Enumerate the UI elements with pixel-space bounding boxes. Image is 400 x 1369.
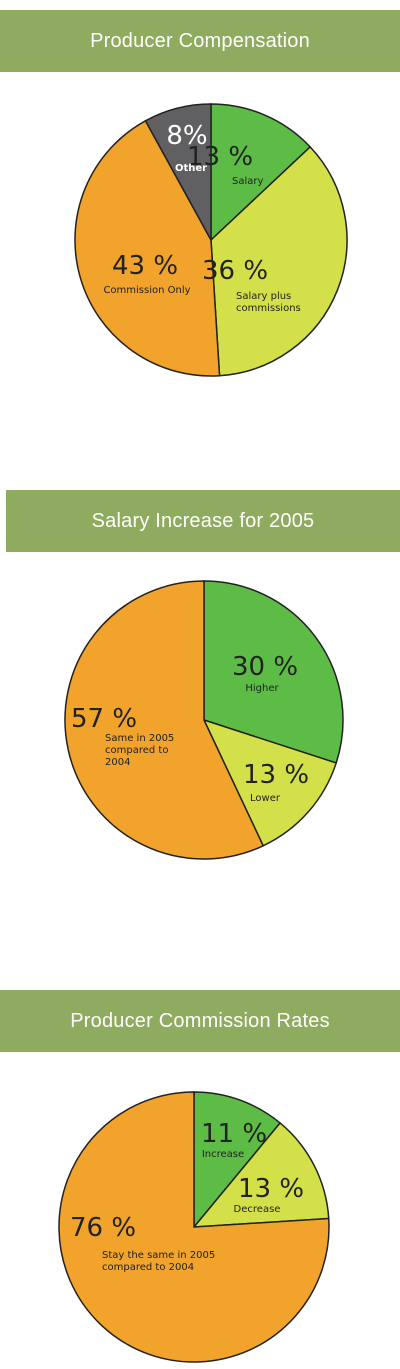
pie-slice-stay-the-same-in-2005-compared-to-2004 bbox=[58, 1091, 330, 1363]
slice-label-decrease: Decrease bbox=[234, 1204, 281, 1215]
slice-label-other: Other bbox=[175, 163, 207, 174]
chart-1-title: Producer Compensation bbox=[0, 10, 400, 72]
slice-percent-stay-the-same-in-2005-compared-to-2004: 76 % bbox=[70, 1213, 136, 1243]
slice-label-salary-plus-commissions: Salary plus commissions bbox=[236, 291, 301, 314]
slice-label-salary: Salary bbox=[232, 176, 263, 187]
slice-percent-higher: 30 % bbox=[232, 652, 298, 682]
slice-percent-other: 8% bbox=[166, 121, 207, 151]
pie-slice-commission-only bbox=[74, 119, 221, 377]
slice-percent-salary-plus-commissions: 36 % bbox=[202, 256, 268, 286]
pie-chart-commission-rates: 11 %Increase 13 %Decrease 76 % Stay the sam… bbox=[58, 1091, 330, 1363]
pie-slice-increase bbox=[193, 1091, 282, 1230]
chart-3-title: Producer Commission Rates bbox=[0, 990, 400, 1052]
slice-label-lower: Lower bbox=[250, 793, 281, 804]
slice-percent-same-in-2005-compared-to-2004: 57 % bbox=[71, 704, 137, 734]
pie-chart-producer-compensation: 13 % Salary 36 % Salary plus commissions 43 %… bbox=[74, 103, 348, 377]
slice-label-commission-only: Commission Only bbox=[103, 285, 190, 296]
slice-percent-commission-only: 43 % bbox=[112, 251, 178, 281]
slice-label-increase: Increase bbox=[202, 1149, 244, 1160]
pie-chart-salary-increase: 30 %Higher 13 % Lower 57 %Same in 2005 compa… bbox=[64, 580, 344, 860]
chart-2-title: Salary Increase for 2005 bbox=[6, 490, 400, 552]
pie-slice-decrease bbox=[192, 1121, 330, 1228]
pie-slice-lower bbox=[202, 718, 338, 847]
pie-slice-same-in-2005-compared-to-2004 bbox=[64, 580, 265, 860]
pie-slice-other bbox=[144, 103, 212, 241]
pie-slice-salary bbox=[210, 103, 312, 242]
slice-percent-lower: 13 % bbox=[243, 760, 309, 790]
slice-label-stay-the-same-in-2005-compared-to-2004: Stay the same in 2005 compared to 2004 bbox=[102, 1250, 215, 1273]
pie-slice-salary-plus-commissions bbox=[210, 145, 348, 377]
pie-slice-higher bbox=[203, 580, 344, 764]
slice-label-same-in-2005-compared-to-2004: Same in 2005 compared to 2004 bbox=[105, 733, 174, 768]
slice-percent-increase: 11 % bbox=[201, 1119, 267, 1149]
slice-percent-salary: 13 % bbox=[187, 142, 253, 172]
slice-label-higher: Higher bbox=[245, 683, 279, 694]
slice-percent-decrease: 13 % bbox=[238, 1174, 304, 1204]
